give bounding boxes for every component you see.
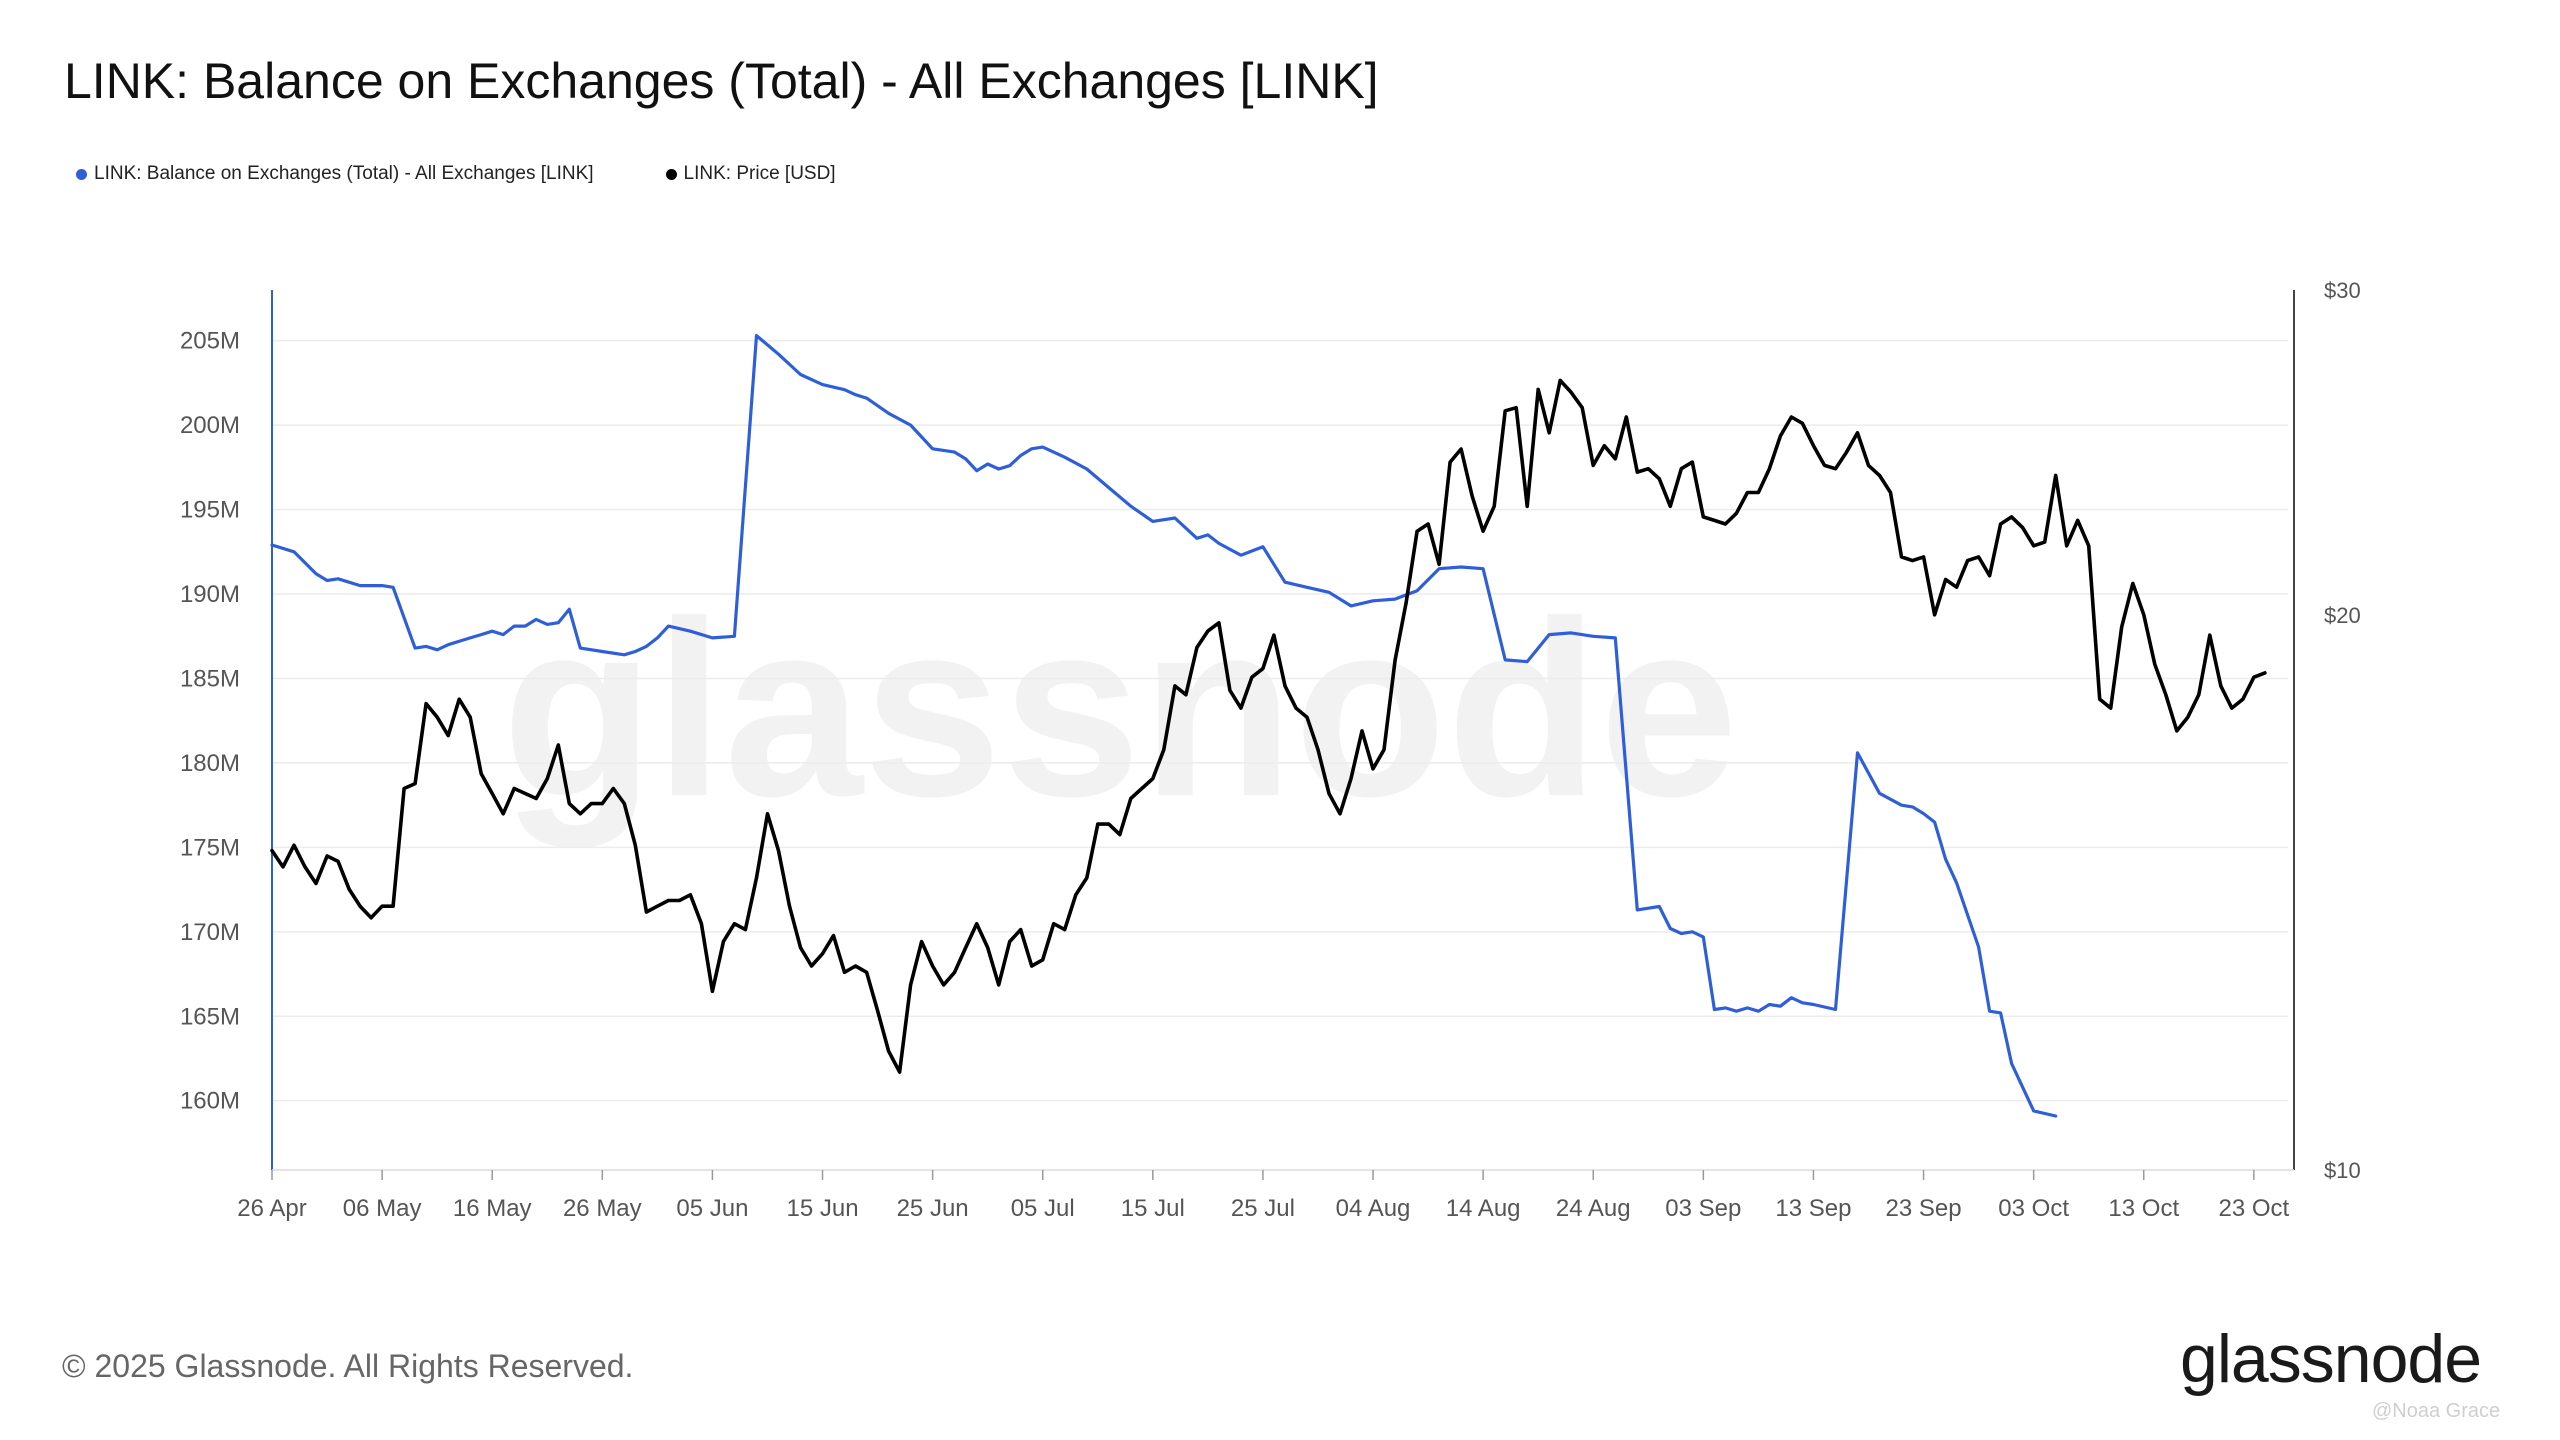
y-left-tick-label: 200M [180,412,240,439]
x-axis-ticks: 26 Apr 06 May 16 May 26 May 05 Jun 15 Jun 25 J… [237,1170,2290,1222]
y-left-tick-label: 170M [180,919,240,946]
credit-text: @Noaa Grace [2372,1400,2501,1422]
y-left-tick-label: 175M [180,834,240,861]
x-tick-label: 14 Aug [1446,1195,1521,1222]
y-left-tick-label: 185M [180,665,240,692]
copyright-text: © 2025 Glassnode. All Rights Reserved. [62,1348,634,1384]
x-tick-label: 06 May [343,1195,422,1222]
y-right-tick-label: $20 [2324,603,2361,628]
series-lines [270,334,2267,1118]
glassnode-logo: glassnode [2180,1321,2482,1397]
legend-label-balance: LINK: Balance on Exchanges (Total) - All… [94,163,594,184]
x-tick-label: 13 Sep [1775,1195,1851,1222]
x-tick-label: 04 Aug [1336,1195,1411,1222]
legend-label-price: LINK: Price [USD] [683,163,836,184]
legend-dot-balance [76,168,87,180]
y-left-tick-label: 165M [180,1003,240,1030]
x-tick-label: 15 Jul [1121,1195,1185,1222]
x-tick-label: 03 Oct [1998,1195,2069,1222]
x-tick-label: 13 Oct [2108,1195,2179,1222]
gridlines [272,339,2288,1102]
x-tick-label: 03 Sep [1665,1195,1741,1222]
y-right-tick-label: $30 [2324,278,2361,303]
x-tick-label: 24 Aug [1556,1195,1631,1222]
y-left-tick-label: 160M [180,1088,240,1115]
y-axis-left-ticks: 160M 165M 170M 175M 180M 185M 190M 195M 200M 205M [180,328,240,1115]
chart-title: LINK: Balance on Exchanges (Total) - All… [64,53,1379,109]
axes [271,290,2295,1171]
x-tick-label: 25 Jul [1231,1195,1295,1222]
y-right-tick-label: $10 [2324,1158,2361,1183]
y-axis-right-ticks: $10 $20 $30 [2324,278,2361,1183]
legend: LINK: Balance on Exchanges (Total) - All… [76,163,908,185]
x-tick-label: 05 Jun [676,1195,748,1222]
legend-item-price[interactable]: LINK: Price [USD] [665,163,836,185]
x-tick-label: 23 Oct [2219,1195,2290,1222]
x-tick-label: 26 Apr [237,1195,306,1222]
x-tick-label: 23 Sep [1886,1195,1962,1222]
legend-dot-price [665,168,677,180]
y-left-tick-label: 195M [180,497,240,524]
x-tick-label: 05 Jul [1011,1195,1075,1222]
legend-item-balance[interactable]: LINK: Balance on Exchanges (Total) - All… [76,163,594,185]
x-tick-label: 16 May [453,1195,532,1222]
y-left-tick-label: 190M [180,581,240,608]
x-tick-label: 15 Jun [786,1195,858,1222]
series-line-price [270,378,2267,1074]
x-tick-label: 26 May [563,1195,642,1222]
y-left-tick-label: 205M [180,328,240,355]
y-left-tick-label: 180M [180,750,240,777]
x-tick-label: 25 Jun [897,1195,969,1222]
series-line-balance [270,334,2058,1118]
